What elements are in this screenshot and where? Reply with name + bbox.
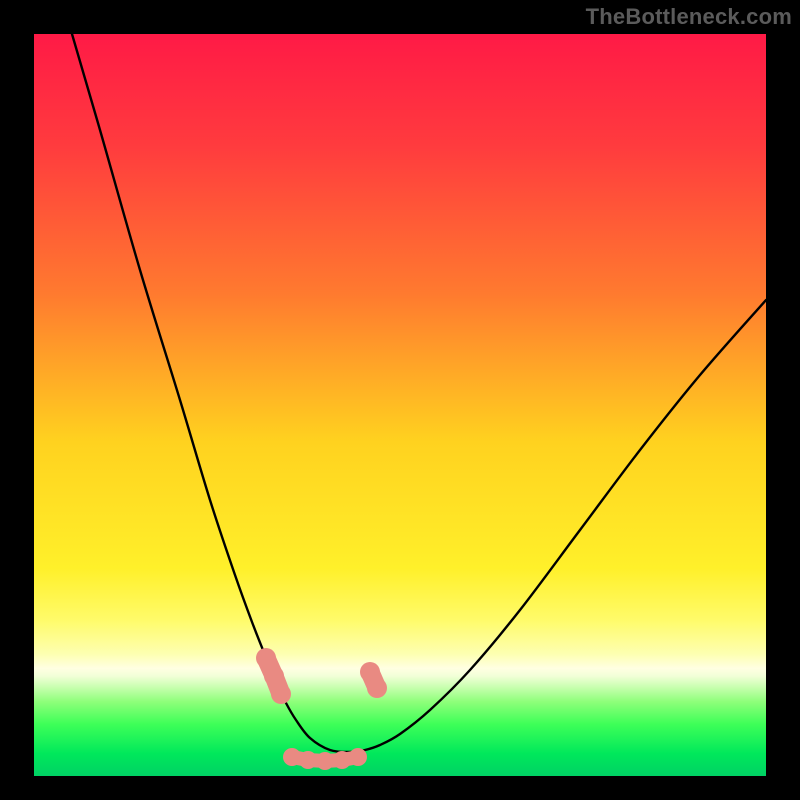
bottom-chain-dot-3: [333, 751, 351, 769]
bottom-chain-dot-1: [299, 751, 317, 769]
gradient-background: [34, 34, 766, 776]
right-cluster-dot-1: [367, 678, 387, 698]
left-cluster-dot-0: [256, 648, 276, 668]
bottom-chain-dot-2: [316, 752, 334, 770]
chart-svg: [0, 0, 800, 800]
bottom-chain-dot-4: [349, 748, 367, 766]
left-cluster-dot-2: [271, 684, 291, 704]
bottom-chain-dot-0: [283, 748, 301, 766]
watermark-text: TheBottleneck.com: [586, 4, 792, 30]
left-cluster-dot-1: [264, 666, 284, 686]
